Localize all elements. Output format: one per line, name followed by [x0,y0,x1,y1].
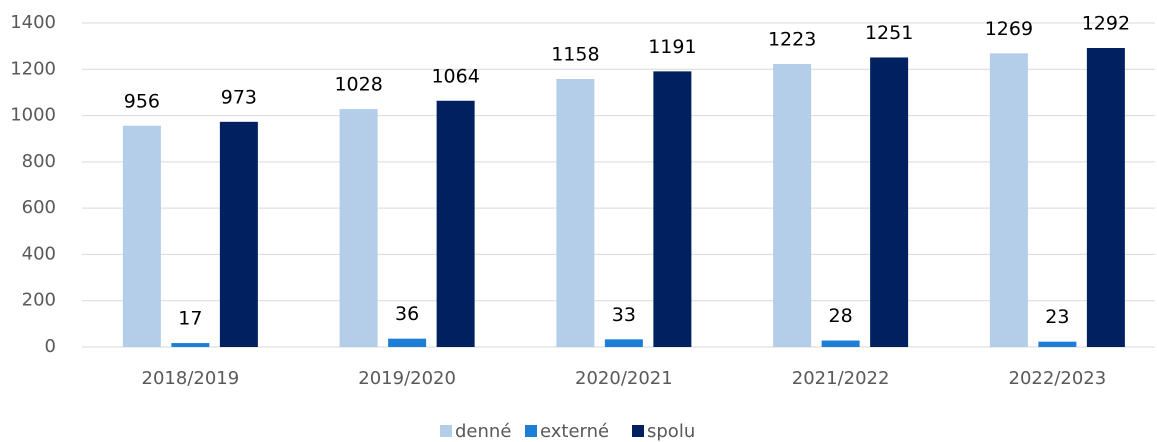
y-tick-label: 200 [22,290,56,311]
legend-label: denné [455,421,511,442]
bar [339,109,378,347]
bar [388,338,427,347]
data-label: 973 [221,86,257,108]
data-label: 1064 [431,65,479,87]
data-label: 1269 [985,18,1033,40]
bar [436,100,475,347]
data-label: 1191 [648,36,696,58]
bar [989,53,1028,348]
bar [1086,47,1125,347]
data-label: 1158 [551,44,599,66]
legend-swatch [632,425,644,437]
data-label: 23 [1045,306,1069,328]
bar [171,343,210,347]
data-label: 36 [395,303,419,325]
data-label: 956 [124,90,160,112]
data-label: 17 [178,308,202,330]
legend-label: spolu [647,421,695,442]
data-label: 28 [829,305,853,327]
bar [556,79,595,348]
x-tick-label: 2021/2022 [792,368,890,389]
x-tick-label: 2020/2021 [575,368,673,389]
y-tick-label: 600 [22,197,56,218]
data-label: 1223 [768,28,816,50]
x-tick-label: 2022/2023 [1009,368,1107,389]
data-label: 1251 [865,22,913,44]
bar [653,71,692,348]
bar [122,125,161,347]
y-tick-label: 1400 [10,12,56,33]
bar [219,121,258,347]
data-label: 1292 [1082,12,1130,34]
data-label: 33 [612,304,636,326]
y-tick-label: 800 [22,151,56,172]
data-label: 1028 [334,74,382,96]
y-tick-label: 1000 [10,105,56,126]
x-tick-label: 2019/2020 [358,368,456,389]
y-tick-label: 400 [22,243,56,264]
bar [821,340,860,347]
legend-swatch [440,425,452,437]
y-tick-label: 0 [45,336,56,357]
bar [604,339,643,347]
legend-swatch [525,425,537,437]
bar [773,63,812,347]
bar [870,57,909,348]
bar [1038,341,1077,347]
legend-label: externé [540,421,609,442]
y-tick-label: 1200 [10,58,56,79]
x-tick-label: 2018/2019 [142,368,240,389]
